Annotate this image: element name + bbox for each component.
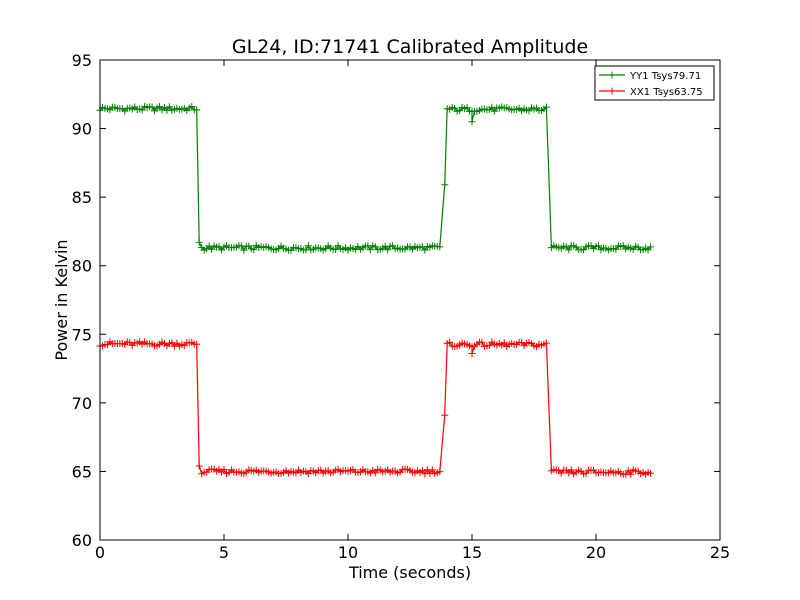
- y-tick-label: 80: [72, 257, 92, 276]
- data-point: [500, 339, 508, 347]
- x-axis-label: Time (seconds): [348, 563, 471, 582]
- legend-box: [594, 65, 715, 101]
- data-point: [193, 106, 201, 114]
- data-point: [436, 243, 444, 251]
- legend-label: YY1 Tsys79.71: [629, 71, 701, 82]
- y-tick-label: 60: [72, 531, 92, 550]
- data-point: [488, 103, 496, 111]
- y-tick-label: 65: [72, 462, 92, 481]
- data-point: [220, 466, 228, 474]
- data-point: [193, 340, 201, 348]
- data-point: [478, 338, 486, 346]
- data-point: [304, 242, 312, 250]
- data-point: [371, 469, 379, 477]
- data-point: [468, 118, 476, 126]
- x-tick-label: 5: [219, 543, 229, 562]
- data-point: [168, 339, 176, 347]
- data-point: [250, 246, 258, 254]
- data-point: [594, 242, 602, 250]
- data-point: [148, 103, 156, 111]
- legend: YY1 Tsys79.71 XX1 Tsys63.75: [594, 65, 715, 101]
- data-point: [436, 468, 444, 476]
- chart-title: GL24, ID:71741 Calibrated Amplitude: [232, 36, 588, 58]
- data-point: [421, 246, 429, 254]
- y-axis-label: Power in Kelvin: [52, 239, 71, 360]
- data-point: [428, 466, 436, 474]
- data-point: [366, 246, 374, 254]
- data-point: [165, 103, 173, 111]
- data-point: [195, 462, 203, 470]
- data-point: [542, 103, 550, 111]
- data-point: [463, 103, 471, 111]
- data-point: [565, 246, 573, 254]
- data-point: [441, 181, 449, 189]
- x-tick-label: 25: [710, 543, 730, 562]
- data-point: [647, 469, 655, 477]
- data-point: [627, 470, 635, 478]
- data-point: [384, 246, 392, 254]
- series-markers-0: [96, 102, 655, 254]
- x-tick-label: 15: [462, 543, 482, 562]
- y-tick-label: 90: [72, 120, 92, 139]
- y-tick-label: 95: [72, 51, 92, 70]
- series-markers-1: [96, 338, 655, 478]
- data-point: [624, 467, 632, 475]
- x-tick-label: 0: [95, 543, 105, 562]
- data-point: [647, 243, 655, 251]
- x-tick-label: 20: [586, 543, 606, 562]
- data-point: [441, 411, 449, 419]
- data-point: [567, 466, 575, 474]
- y-tick-label: 85: [72, 188, 92, 207]
- legend-marker: [608, 87, 616, 95]
- legend-marker: [608, 71, 616, 79]
- plot-frame: [99, 59, 721, 541]
- data-point: [195, 238, 203, 246]
- data-point: [240, 246, 248, 254]
- legend-label: XX1 Tsys63.75: [630, 87, 703, 98]
- data-point: [446, 338, 454, 346]
- data-point: [332, 245, 340, 253]
- data-point: [542, 339, 550, 347]
- x-tick-label: 10: [338, 543, 358, 562]
- y-tick-label: 70: [72, 394, 92, 413]
- y-tick-label: 75: [72, 325, 92, 344]
- data-point: [468, 349, 476, 357]
- axis-ticks: 0 5 10 15 20 25 60 65 70 75 80 85 90 95: [72, 51, 731, 562]
- data-point: [138, 106, 146, 114]
- plot-area: [96, 102, 655, 478]
